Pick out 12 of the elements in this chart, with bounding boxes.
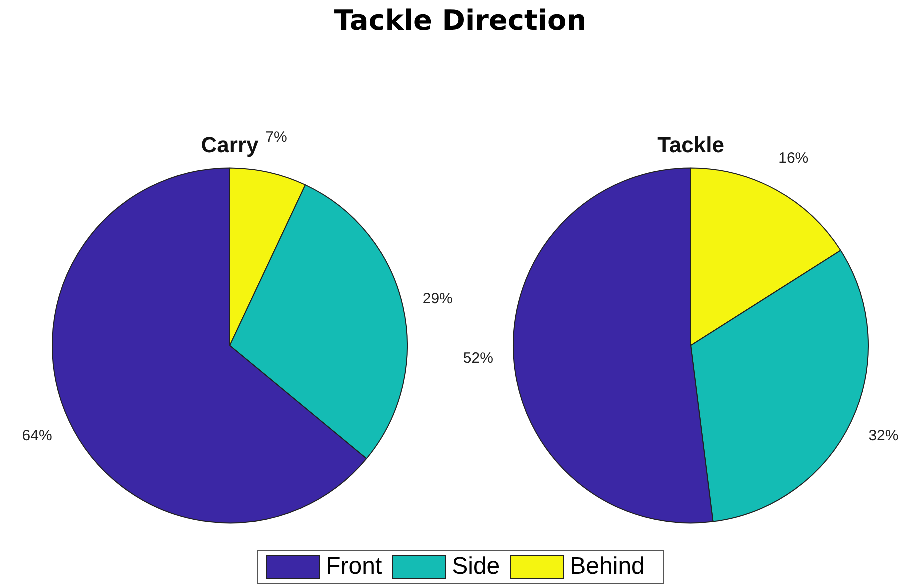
- data-label: 29%: [422, 290, 453, 308]
- data-label: 7%: [266, 128, 288, 146]
- legend-label: Front: [326, 553, 382, 581]
- data-label: 64%: [22, 428, 52, 445]
- legend-label: Side: [452, 553, 500, 581]
- data-label: 52%: [463, 350, 494, 368]
- legend-label: Behind: [570, 553, 645, 581]
- chart-title: Tackle: [658, 132, 724, 158]
- data-label: 32%: [868, 428, 899, 445]
- data-label: 16%: [778, 150, 809, 168]
- text: Tackle Direction: [333, 4, 588, 37]
- chart-title: Carry: [201, 132, 260, 158]
